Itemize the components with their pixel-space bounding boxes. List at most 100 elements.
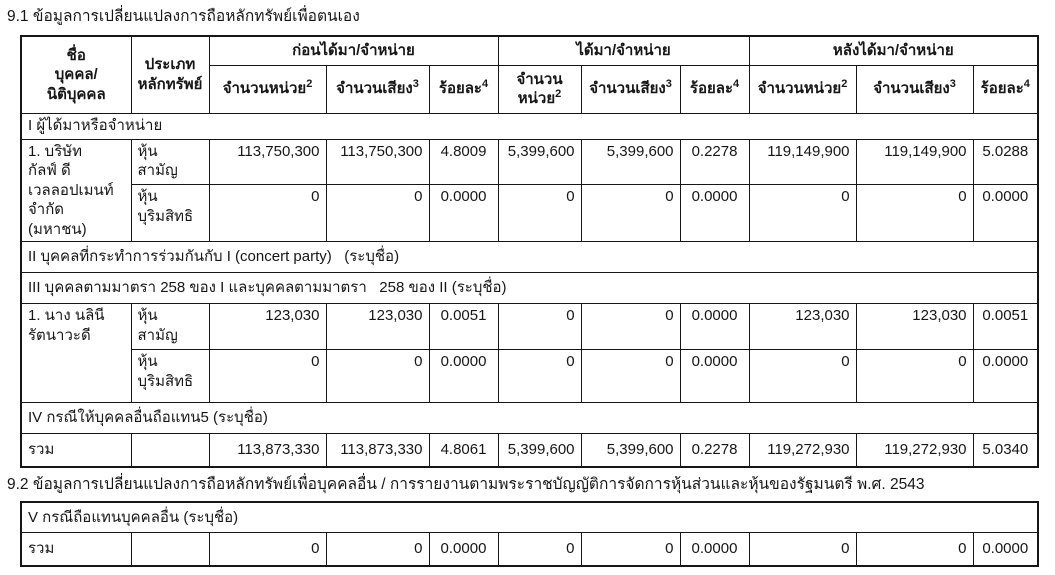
footnote-ref-3: 3 (665, 78, 672, 91)
after-votes-header: จำนวนเสียง3 (855, 64, 974, 114)
sub-header-row: จำนวนหน่วย2 จำนวนเสียง3 ร้อยละ4 จำนวน หน… (21, 64, 1039, 114)
footnote-ref-4: 4 (1023, 78, 1030, 91)
table-row: 1. บริษัท กัลฟ์ ดี เวลลอปเมนท์ จำกัด (มห… (20, 138, 1039, 243)
cell-after-units: 0 (748, 349, 857, 404)
cell-before-votes: 0 (325, 532, 430, 567)
units-label: จำนวน หน่วย (516, 70, 563, 108)
before-votes-header: จำนวนเสียง3 (325, 64, 430, 114)
units-label: จำนวนหน่วย (222, 80, 307, 98)
group-header-acquired: ได้มา/จำหน่าย (497, 35, 750, 66)
section-9-1-title: 9.1 ข้อมูลการเปลี่ยนแปลงการถือหลักทรัพย์… (7, 8, 360, 25)
cell-before-votes: 123,030 (325, 303, 430, 351)
votes-label: จำนวนเสียง (589, 80, 666, 98)
cell-acquired-units: 0 (497, 532, 582, 567)
security-type-column-header: ประเภท หลักทรัพย์ (130, 35, 210, 114)
section-row-i: I ผู้ได้มาหรือจำหน่าย (20, 112, 1039, 140)
security-type-cell: หุ้น บุริมสิทธิ (130, 349, 210, 404)
cell-after-units: 119,272,930 (748, 433, 857, 468)
table-row: หุ้น บุริมสิทธิ 0 0 0.0000 0 0 0.0000 0 … (21, 184, 1039, 243)
votes-label: จำนวนเสียง (873, 80, 950, 98)
group-header-before: ก่อนได้มา/จำหน่าย (208, 35, 499, 66)
cell-acquired-pct: 0.0000 (679, 349, 750, 404)
section-row-iv: IV กรณีให้บุคคลอื่นถือแทน5 (ระบุชื่อ) (20, 402, 1039, 435)
footnote-ref-3: 3 (412, 78, 419, 91)
cell-after-votes: 119,272,930 (855, 433, 974, 468)
group-header-row: ชื่อ บุคคล/นิติบุคคล ประเภท หลักทรัพย์ ก… (20, 35, 1039, 114)
after-units-header: จำนวนหน่วย2 (748, 64, 857, 114)
cell-acquired-pct: 0.0000 (679, 303, 750, 351)
cell-after-units: 0 (748, 184, 857, 243)
cell-after-pct: 0.0000 (972, 184, 1039, 243)
footnote-ref-3: 3 (949, 78, 956, 91)
footnote-ref-4: 4 (733, 78, 740, 91)
footnote-ref-4: 4 (482, 78, 489, 91)
total-row: รวม 0 0 0.0000 0 0 0.0000 0 0 0.0000 (20, 532, 1039, 567)
cell-before-units: 0 (208, 532, 327, 567)
table-row: 1. นาง นลินี รัตนาวะดี หุ้น สามัญ 123,03… (20, 303, 1039, 404)
total-empty-type-cell (130, 532, 210, 567)
cell-before-units: 0 (208, 349, 327, 404)
cell-after-pct: 5.0340 (972, 433, 1039, 468)
cell-before-votes: 0 (325, 349, 430, 404)
cell-acquired-votes: 0 (580, 184, 681, 243)
security-type-cell: หุ้น สามัญ (130, 138, 210, 186)
cell-acquired-pct: 0.2278 (679, 433, 750, 468)
table-row: หุ้น บุริมสิทธิ 0 0 0.0000 0 0 0.0000 0 … (21, 349, 1039, 404)
section-ii-label: II บุคคลที่กระทำการร่วมกันกับ I (concert… (20, 241, 1039, 274)
section-iii-label: III บุคคลตามมาตรา 258 ของ I และบุคคลตามม… (20, 272, 1039, 305)
holdings-table-self: ชื่อ บุคคล/นิติบุคคล ประเภท หลักทรัพย์ ก… (20, 35, 1040, 468)
cell-acquired-pct: 0.0000 (679, 184, 750, 243)
cell-acquired-pct: 0.2278 (679, 138, 750, 186)
cell-acquired-votes: 5,399,600 (580, 433, 681, 468)
total-empty-type-cell (130, 433, 210, 468)
section-row-iii: III บุคคลตามมาตรา 258 ของ I และบุคคลตามม… (20, 272, 1039, 305)
cell-after-votes: 123,030 (855, 303, 974, 351)
pct-label: ร้อยละ (980, 80, 1024, 98)
section-i-label: I ผู้ได้มาหรือจำหน่าย (20, 112, 1039, 140)
cell-after-pct: 0.0000 (972, 349, 1039, 404)
cell-acquired-votes: 0 (580, 349, 681, 404)
cell-before-units: 113,873,330 (208, 433, 327, 468)
name-column-header: ชื่อ บุคคล/นิติบุคคล (20, 35, 132, 114)
footnote-ref-2: 2 (306, 78, 313, 91)
total-row: รวม 113,873,330 113,873,330 4.8061 5,399… (20, 433, 1039, 468)
group-header-after: หลังได้มา/จำหน่าย (748, 35, 1039, 66)
pct-label: ร้อยละ (689, 80, 734, 98)
cell-acquired-units: 5,399,600 (497, 138, 582, 186)
cell-before-units: 113,750,300 (208, 138, 327, 186)
cell-before-pct: 4.8009 (428, 138, 499, 186)
cell-acquired-units: 5,399,600 (497, 433, 582, 468)
after-pct-header: ร้อยละ4 (972, 64, 1039, 114)
cell-acquired-units: 0 (497, 184, 582, 243)
cell-before-votes: 113,750,300 (325, 138, 430, 186)
cell-after-units: 123,030 (748, 303, 857, 351)
cell-after-votes: 0 (855, 184, 974, 243)
security-type-column-header-label: ประเภท หลักทรัพย์ (137, 56, 203, 93)
cell-before-units: 0 (208, 184, 327, 243)
cell-before-pct: 0.0000 (428, 349, 499, 404)
cell-after-votes: 0 (855, 532, 974, 567)
entity-name-cell: 1. นาง นลินี รัตนาวะดี (20, 303, 132, 404)
votes-label: จำนวนเสียง (336, 80, 413, 98)
cell-after-units: 119,149,900 (748, 138, 857, 186)
units-label: จำนวนหน่วย (757, 80, 842, 98)
cell-before-pct: 0.0051 (428, 303, 499, 351)
acquired-units-header: จำนวน หน่วย2 (497, 64, 582, 114)
cell-after-pct: 5.0288 (972, 138, 1039, 186)
cell-before-votes: 0 (325, 184, 430, 243)
pct-label: ร้อยละ (438, 80, 482, 98)
security-type-cell: หุ้น สามัญ (130, 303, 210, 351)
entity-name-cell: 1. บริษัท กัลฟ์ ดี เวลลอปเมนท์ จำกัด (มห… (20, 138, 132, 243)
footnote-ref-2: 2 (841, 78, 848, 91)
cell-acquired-votes: 5,399,600 (580, 138, 681, 186)
cell-after-units: 0 (748, 532, 857, 567)
cell-before-pct: 0.0000 (428, 184, 499, 243)
cell-acquired-votes: 0 (580, 303, 681, 351)
before-units-header: จำนวนหน่วย2 (208, 64, 327, 114)
acquired-votes-header: จำนวนเสียง3 (580, 64, 681, 114)
section-iv-label: IV กรณีให้บุคคลอื่นถือแทน5 (ระบุชื่อ) (20, 402, 1039, 435)
footnote-ref-2: 2 (555, 88, 562, 101)
total-label-cell: รวม (20, 532, 132, 567)
section-row-v: V กรณีถือแทนบุคคลอื่น (ระบุชื่อ) (20, 501, 1039, 534)
